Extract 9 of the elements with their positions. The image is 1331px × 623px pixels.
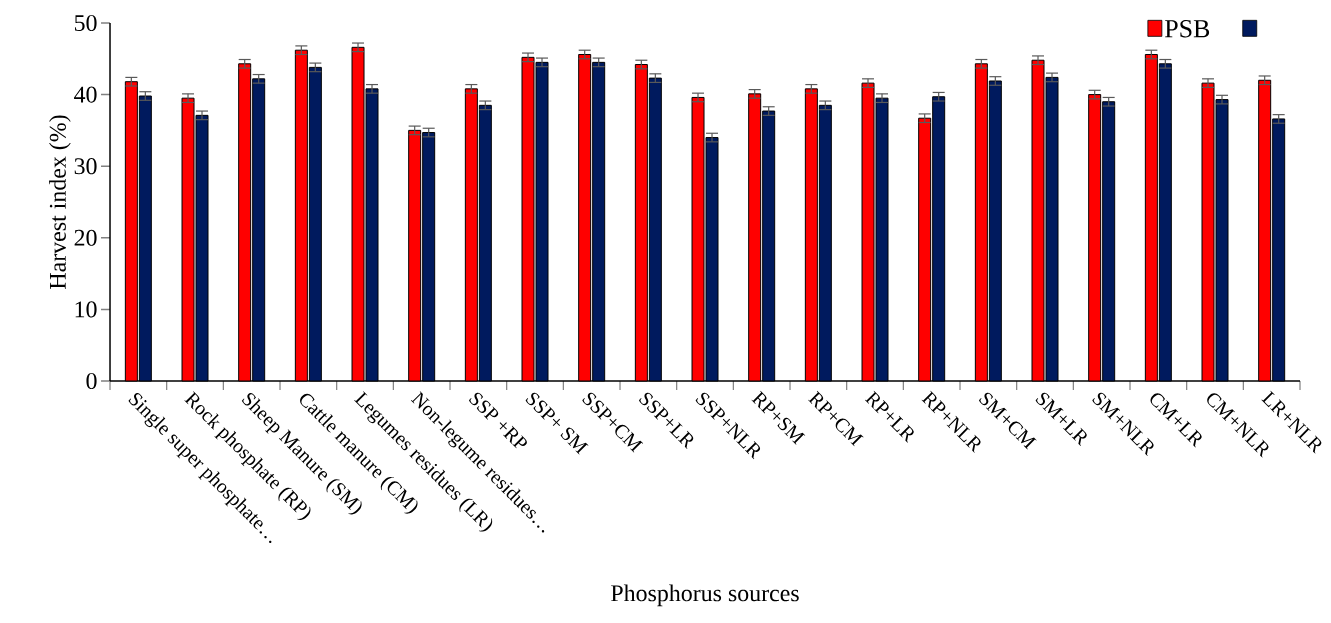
y-tick-label: 20 <box>74 229 97 246</box>
y-tick-label: 50 <box>74 14 97 32</box>
y-tick-label: 30 <box>74 158 97 175</box>
y-tick-label: 10 <box>75 301 97 318</box>
x-axis-title: Phosphorus sources <box>611 584 799 607</box>
y-tick-label: 40 <box>74 86 97 103</box>
legend-label: PSB <box>1165 20 1210 38</box>
y-axis-title: Harvest index (%) <box>49 115 71 289</box>
y-tick-label: 0 <box>86 372 97 390</box>
